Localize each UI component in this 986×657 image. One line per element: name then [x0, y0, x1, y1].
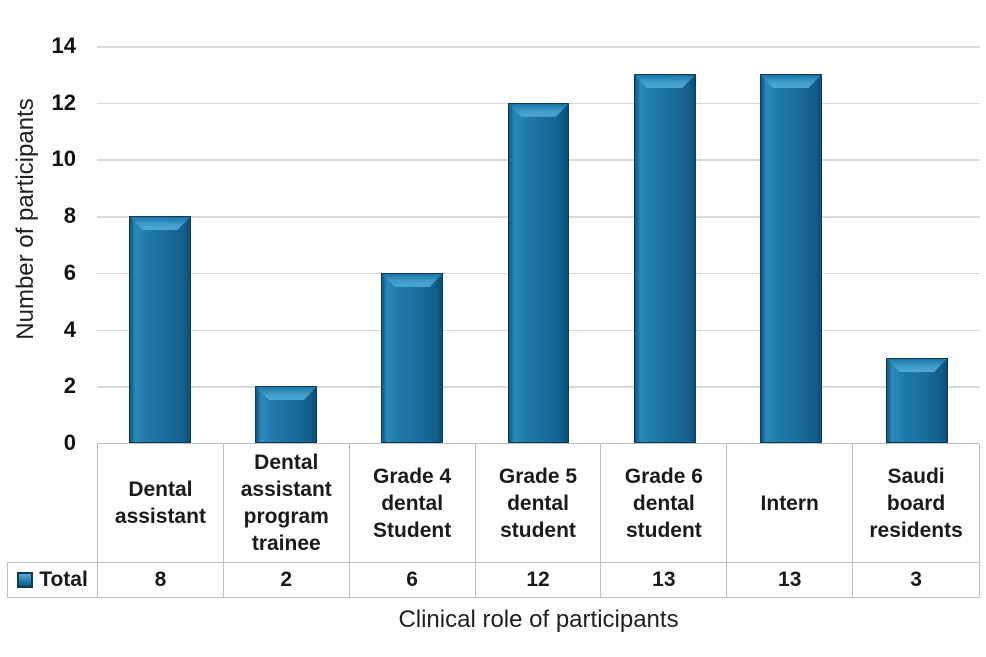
total-value: 2: [224, 563, 350, 597]
total-value: 6: [350, 563, 476, 597]
category-label: Grade 6 dental student: [601, 444, 728, 562]
category-label: Saudi board residents: [869, 464, 963, 542]
category-label: Intern: [727, 444, 854, 562]
bar-dental-assistant-program-trainee: [255, 386, 318, 443]
y-tick-label: 4: [63, 316, 76, 342]
y-tick-label: 12: [51, 89, 76, 115]
category-label: Grade 5 dental student: [476, 444, 602, 562]
plot-area: [97, 46, 980, 443]
category-label: Dental assistant program trainee: [224, 444, 350, 562]
total-data-row: Total 8 2 6 12 13 13 3: [7, 562, 980, 598]
category-header-row: Dental assistant Dental assistant progra…: [97, 443, 980, 562]
y-tick-label: 10: [51, 146, 76, 172]
bar-grade-5-dental-student: [507, 102, 570, 443]
bar-grade-4-dental-student: [381, 272, 444, 443]
total-series-swatch-icon: [17, 572, 34, 588]
bar-dental-assistant: [129, 216, 191, 443]
total-value: 3: [910, 568, 922, 591]
y-tick-label: 6: [63, 259, 76, 285]
category-label: Dental assistant: [98, 444, 224, 562]
bar-saudi-board-residents: [886, 357, 948, 443]
total-value: 13: [601, 563, 728, 597]
x-axis-title: Clinical role of participants: [398, 606, 679, 633]
total-value: 12: [476, 563, 602, 597]
bar-grade-6-dental-student: [633, 74, 696, 443]
bars-group: [97, 46, 980, 443]
bar-intern: [759, 74, 822, 443]
gridline-14: [97, 46, 980, 48]
total-value: 8: [98, 563, 224, 597]
y-tick-label: 8: [63, 203, 76, 229]
category-label: Grade 4 dental Student: [350, 444, 476, 562]
y-axis-ticks: 14 12 10 8 6 4 2 0: [0, 34, 76, 455]
y-tick-label: 2: [63, 373, 76, 399]
legend-label: Total: [39, 568, 88, 591]
y-tick-label: 0: [63, 430, 76, 455]
legend-cell: Total: [8, 563, 98, 597]
y-tick-label: 14: [51, 33, 76, 58]
total-value: 13: [727, 563, 854, 597]
